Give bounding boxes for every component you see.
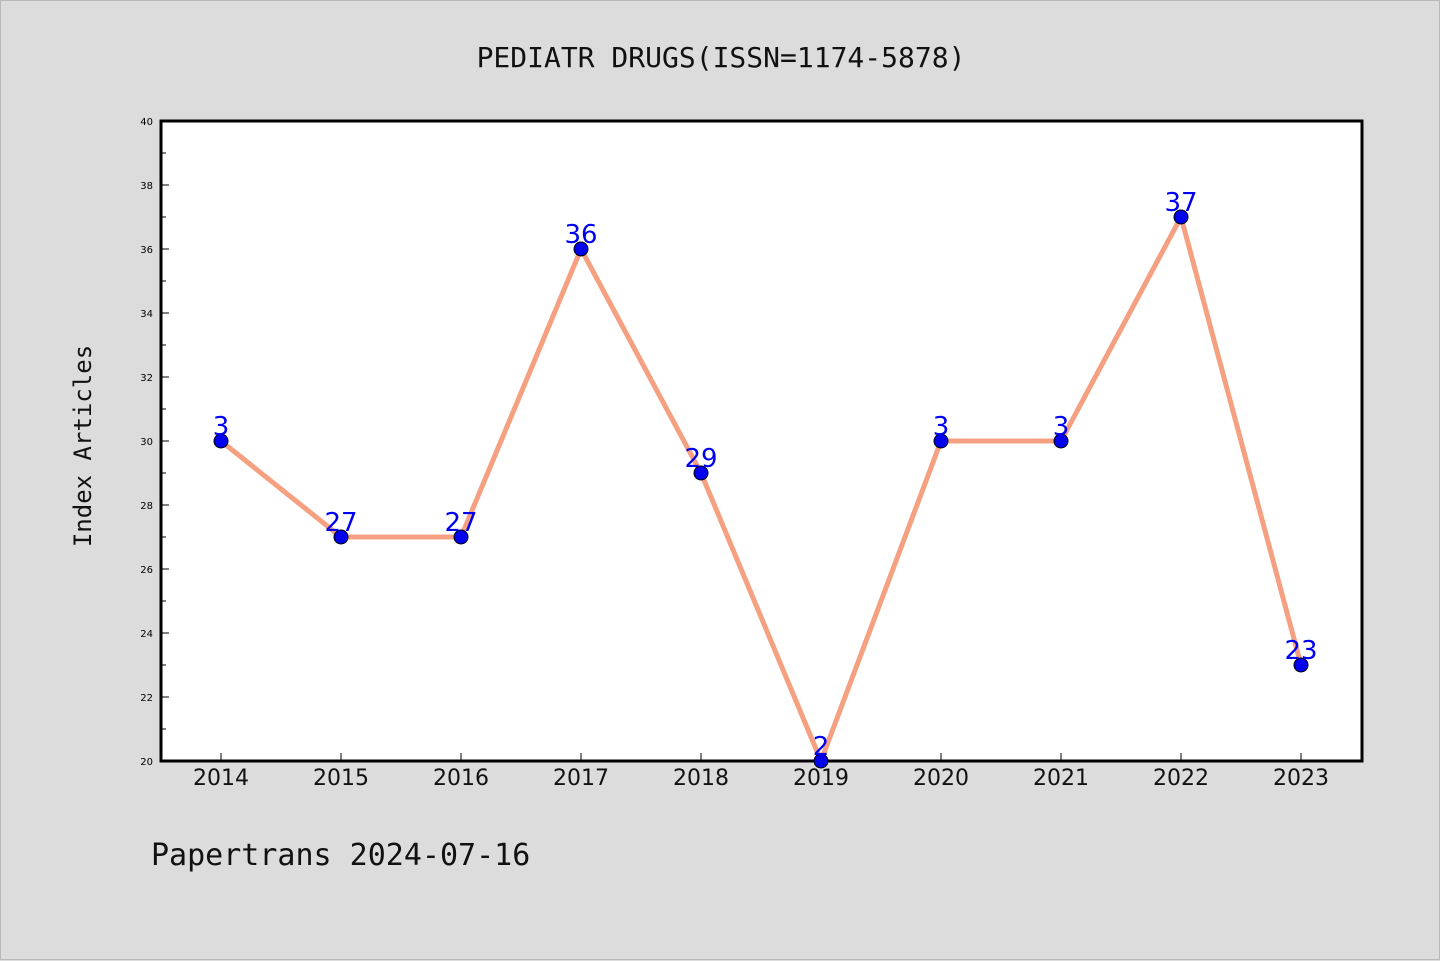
y-tick-label: 28	[140, 501, 153, 512]
data-label: 29	[684, 444, 717, 474]
x-tick-label: 2016	[433, 766, 489, 791]
series-line	[219, 214, 1304, 764]
y-tick-label: 24	[140, 629, 153, 640]
x-tick-label: 2014	[193, 766, 249, 791]
y-tick-label: 30	[140, 437, 153, 448]
data-point	[813, 753, 829, 769]
y-tick-label: 32	[140, 373, 153, 384]
x-tick-label: 2021	[1033, 766, 1089, 791]
x-tick-label: 2015	[313, 766, 369, 791]
data-label: 36	[564, 220, 597, 250]
data-label: 3	[933, 412, 950, 442]
data-point	[693, 465, 709, 481]
data-label: 27	[324, 508, 357, 538]
x-tick-label: 2022	[1153, 766, 1209, 791]
x-tick-label: 2019	[793, 766, 849, 791]
y-axis: 20 22 24 26 28 30 32 34 36 38 40	[140, 117, 169, 768]
y-tick-label: 22	[140, 693, 153, 704]
x-tick-label: 2020	[913, 766, 969, 791]
data-label: 27	[444, 508, 477, 538]
x-tick-label: 2017	[553, 766, 609, 791]
y-tick-label: 36	[140, 245, 153, 256]
data-label: 3	[1053, 412, 1070, 442]
data-point	[933, 433, 949, 449]
x-tick-label: 2023	[1273, 766, 1329, 791]
data-point	[1053, 433, 1069, 449]
data-point	[333, 529, 349, 545]
y-tick-label: 34	[140, 309, 153, 320]
data-point	[573, 241, 589, 257]
y-axis-label: Index Articles	[69, 345, 97, 547]
footer-caption: Papertrans 2024-07-16	[151, 838, 530, 873]
data-label: 2	[813, 732, 830, 762]
chart-title: PEDIATR DRUGS(ISSN=1174-5878)	[477, 41, 966, 74]
data-label: 23	[1284, 636, 1317, 666]
y-tick-label: 26	[140, 565, 153, 576]
x-tick-label: 2018	[673, 766, 729, 791]
x-axis: 2014 2015 2016 2017 2018 2019 2020 2021 2022 2023	[193, 753, 1329, 791]
y-tick-label: 20	[140, 757, 153, 768]
data-label: 3	[213, 412, 230, 442]
data-point	[1293, 657, 1309, 673]
data-label: 37	[1164, 188, 1197, 218]
y-tick-label: 38	[140, 181, 153, 192]
data-point	[213, 433, 229, 449]
plot-area	[159, 119, 1364, 763]
data-point	[1173, 209, 1189, 225]
data-point	[453, 529, 469, 545]
y-tick-label: 40	[140, 117, 153, 128]
